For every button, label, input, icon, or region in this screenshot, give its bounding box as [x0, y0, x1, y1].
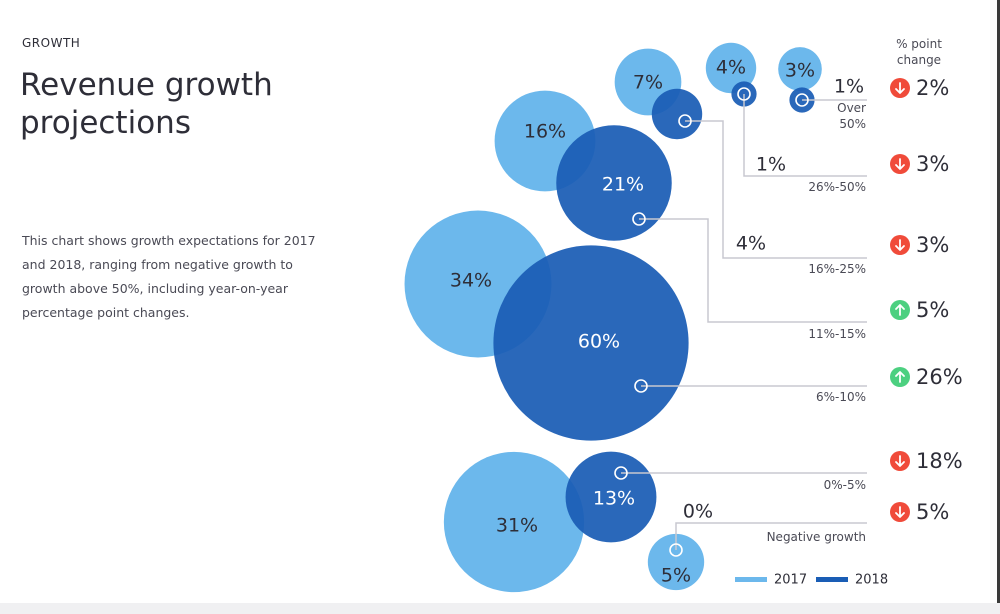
- change-value-negative-growth: 5%: [916, 500, 949, 524]
- value-label-2018-6-10: 60%: [578, 331, 620, 353]
- category-label-6-10: 6%-10%: [816, 390, 866, 404]
- category-label-over-50-line1: Over: [837, 101, 866, 115]
- arrow-down-glyph: [895, 239, 905, 251]
- change-indicator-26-50: 3%: [890, 152, 949, 176]
- connector-negative-growth: [675, 522, 867, 550]
- bubble-2018-11-15: [556, 125, 672, 241]
- anchor-dot-16-25: [678, 114, 692, 128]
- value-label-2017-26-50: 4%: [716, 57, 746, 79]
- arrow-down-glyph: [895, 455, 905, 467]
- category-label-over-50-line2: 50%: [839, 117, 866, 131]
- value-label-2018-negative-growth: 0%: [683, 501, 713, 523]
- category-label-16-25: 16%-25%: [808, 262, 866, 276]
- bubble-2017-negative-growth: [647, 533, 705, 591]
- legend: 2017 2018: [735, 573, 888, 588]
- bubble-2017-over-50: [778, 47, 822, 91]
- value-label-2018-16-25: 4%: [736, 233, 766, 255]
- change-header-line1: % point: [896, 37, 942, 51]
- bottom-bar: [0, 603, 1000, 614]
- value-label-2017-over-50: 3%: [785, 60, 815, 82]
- legend-swatch-2017: [735, 577, 767, 582]
- value-label-2018-over-50: 1%: [834, 76, 864, 98]
- change-indicator-over-50: 2%: [890, 76, 949, 100]
- category-label-0-5: 0%-5%: [824, 478, 866, 492]
- change-indicator-16-25: 3%: [890, 233, 949, 257]
- change-indicator-0-5: 18%: [890, 449, 963, 473]
- value-label-2017-11-15: 16%: [524, 121, 566, 143]
- section-label: GROWTH: [22, 36, 81, 50]
- change-indicator-11-15: 5%: [890, 298, 949, 322]
- value-label-2017-negative-growth: 5%: [661, 565, 691, 587]
- anchor-dot-6-10: [634, 379, 648, 393]
- chart-description: This chart shows growth expectations for…: [22, 233, 316, 320]
- bubbles-layer: [404, 42, 822, 593]
- anchor-dot-26-50: [737, 87, 751, 101]
- bubble-2018-0-5: [565, 451, 657, 543]
- changes-layer: % point change 2% 3% 3% 5% 26% 18% 5%: [890, 37, 963, 524]
- bubble-2017-26-50: [705, 42, 757, 94]
- category-label-26-50: 26%-50%: [808, 180, 866, 194]
- value-label-2018-11-15: 21%: [602, 174, 644, 196]
- change-value-11-15: 5%: [916, 298, 949, 322]
- arrow-up-glyph: [895, 304, 905, 316]
- anchor-dot-over-50: [795, 93, 809, 107]
- category-label-11-15: 11%-15%: [808, 327, 866, 341]
- legend-label-2018: 2018: [855, 573, 888, 588]
- connectors-layer: [614, 87, 867, 557]
- chart-title: Revenue growth projections: [20, 67, 273, 141]
- change-value-over-50: 2%: [916, 76, 949, 100]
- legend-swatch-2018: [816, 577, 848, 582]
- value-label-2017-0-5: 31%: [496, 515, 538, 537]
- legend-label-2017: 2017: [774, 573, 807, 588]
- arrow-down-glyph: [895, 506, 905, 518]
- bubble-2017-0-5: [443, 451, 585, 593]
- change-value-26-50: 3%: [916, 152, 949, 176]
- value-label-2018-26-50: 1%: [756, 154, 786, 176]
- arrow-down-glyph: [895, 158, 905, 170]
- value-label-2017-6-10: 34%: [450, 270, 492, 292]
- category-label-negative-growth: Negative growth: [767, 530, 866, 544]
- anchor-dot-11-15: [632, 212, 646, 226]
- bubble-2018-16-25: [651, 88, 703, 140]
- connector-11-15: [639, 218, 867, 323]
- change-value-0-5: 18%: [916, 449, 963, 473]
- change-value-16-25: 3%: [916, 233, 949, 257]
- value-label-2018-0-5: 13%: [593, 488, 635, 510]
- arrow-down-glyph: [895, 82, 905, 94]
- change-indicator-negative-growth: 5%: [890, 500, 949, 524]
- connector-16-25: [685, 120, 867, 259]
- change-header-line2: change: [897, 53, 941, 67]
- arrow-up-glyph: [895, 371, 905, 383]
- change-value-6-10: 26%: [916, 365, 963, 389]
- connector-26-50: [743, 94, 867, 177]
- anchor-dot-0-5: [614, 466, 628, 480]
- change-indicator-6-10: 26%: [890, 365, 963, 389]
- value-label-2017-16-25: 7%: [633, 72, 663, 94]
- anchor-dot-negative-growth: [669, 543, 683, 557]
- labels-layer: 3% 1% 4% 1% 7% 4% 16% 21% 34% 60% 31% 13% 5% 0% Over 50…: [450, 57, 866, 587]
